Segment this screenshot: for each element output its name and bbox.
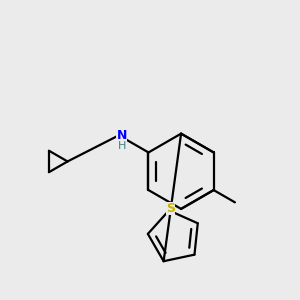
Text: S: S <box>166 202 175 215</box>
Text: H: H <box>117 141 126 151</box>
Text: N: N <box>116 129 127 142</box>
